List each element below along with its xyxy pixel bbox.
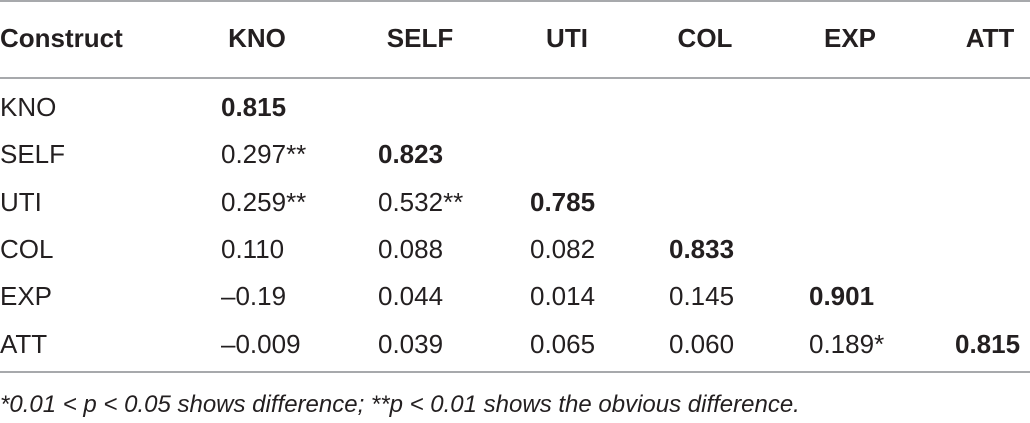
table-cell: 0.044 (378, 281, 444, 312)
header-cell: EXP (823, 23, 877, 53)
table-cell: 0.815 (955, 328, 1021, 359)
table-cell: –0.19 (221, 281, 287, 312)
table-cell: 0.785 (530, 186, 596, 217)
row-label: KNO (0, 92, 57, 122)
table-cell: 0.065 (530, 328, 596, 359)
header-cell: SELF (386, 23, 454, 53)
table-cell: 0.901 (809, 281, 875, 312)
table-cell: 0.039 (378, 328, 444, 359)
table-cell: 0.823 (378, 139, 444, 170)
row-label: UTI (0, 186, 42, 217)
bottom-rule (0, 371, 1030, 373)
table-cell: 0.297** (221, 139, 307, 170)
table-cell: 0.833 (669, 233, 735, 264)
header-cell: ATT (965, 23, 1015, 53)
table-cell: 0.189* (809, 328, 885, 359)
table-cell: 0.815 (221, 92, 287, 122)
row-label: SELF (0, 139, 66, 170)
row-label: COL (0, 233, 54, 264)
header-rule (0, 77, 1030, 79)
table-cell: 0.088 (378, 233, 444, 264)
table-cell: –0.009 (221, 328, 301, 359)
header-cell: Construct (0, 23, 123, 53)
footnote: *0.01 < p < 0.05 shows difference; **p <… (0, 391, 800, 418)
table-cell: 0.082 (530, 233, 596, 264)
table-cell: 0.060 (669, 328, 735, 359)
header-cell: UTI (546, 23, 588, 53)
table-cell: 0.259** (221, 186, 307, 217)
table-cell: 0.532** (378, 186, 464, 217)
table-cell: 0.145 (669, 281, 735, 312)
header-cell: KNO (228, 23, 286, 53)
row-label: ATT (0, 328, 48, 359)
header-cell: COL (677, 23, 733, 53)
table-cell: 0.014 (530, 281, 596, 312)
row-label: EXP (0, 281, 53, 312)
table-cell: 0.110 (221, 233, 285, 264)
top-rule (0, 0, 1030, 2)
